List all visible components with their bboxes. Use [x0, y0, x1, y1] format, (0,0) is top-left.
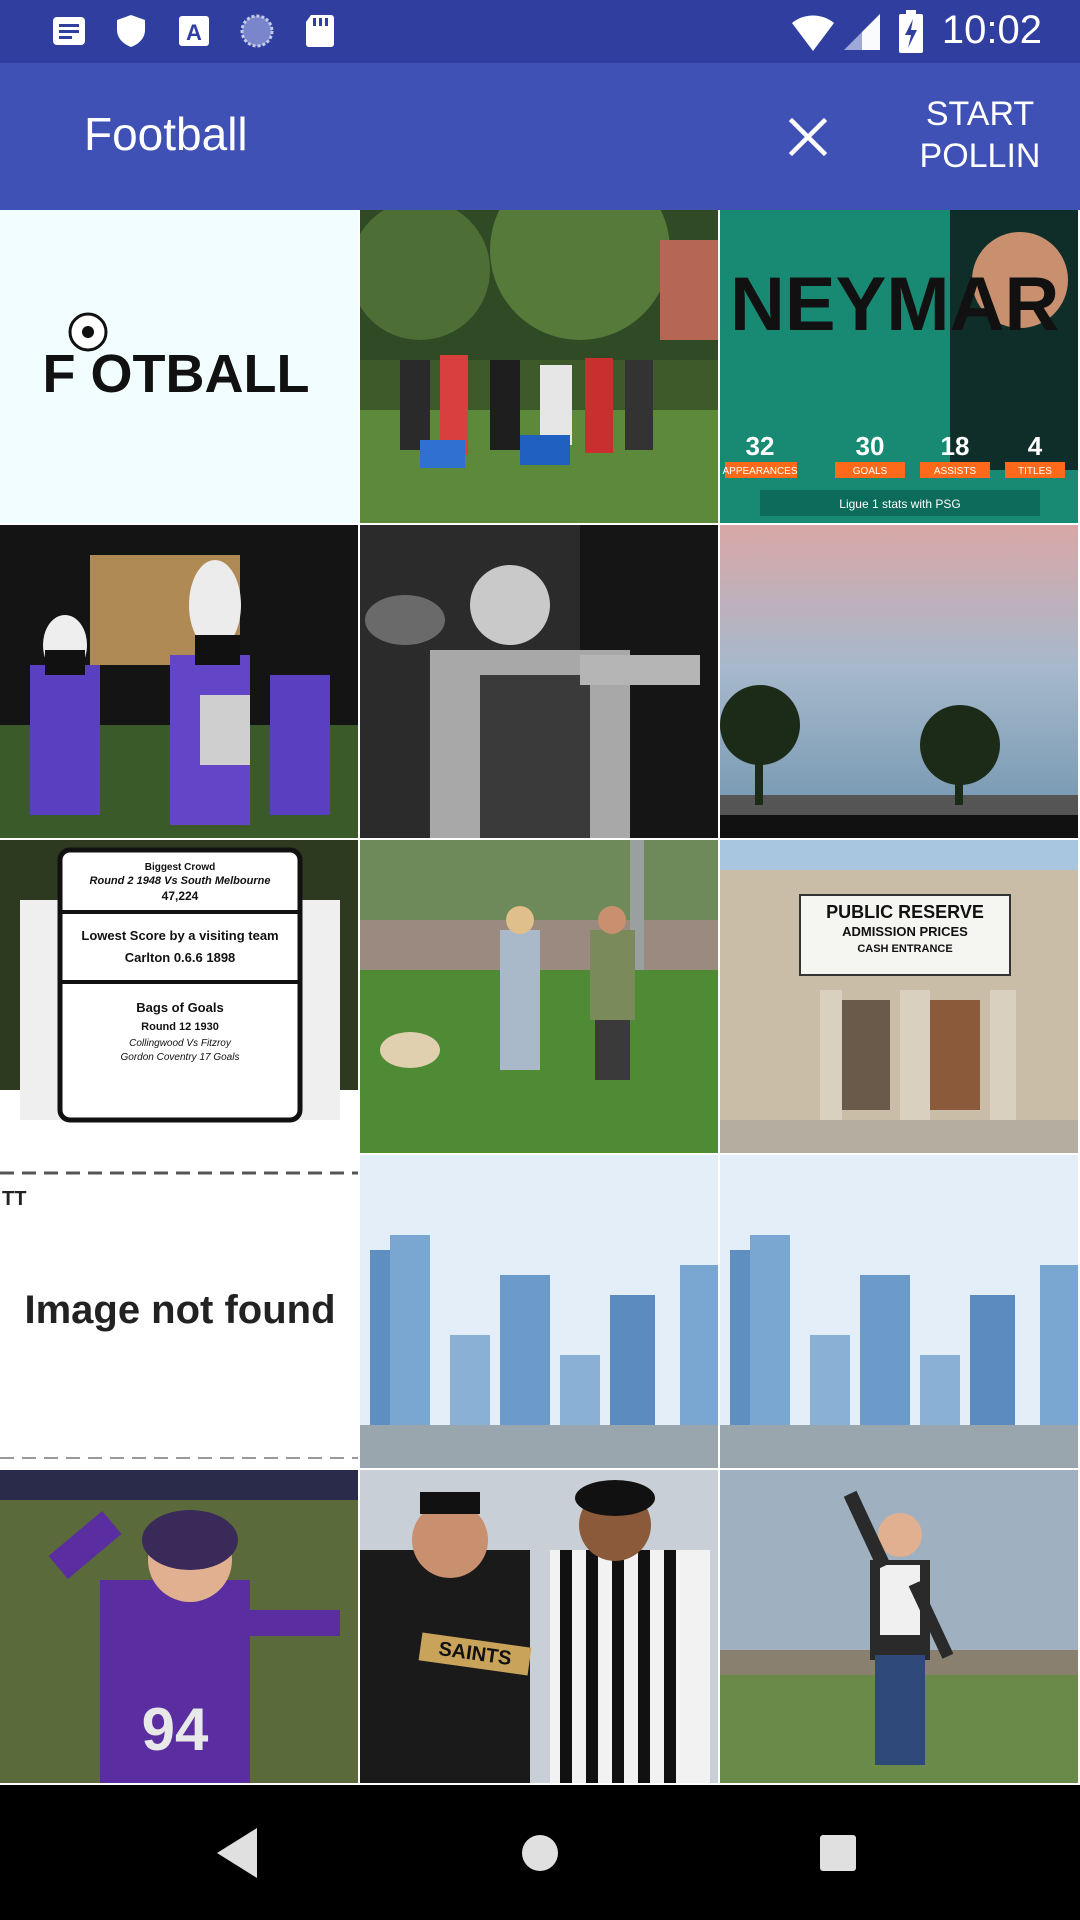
- battery-charging-icon: [899, 10, 923, 53]
- stat-value: 30: [856, 431, 885, 461]
- plaque-line: Biggest Crowd: [145, 862, 216, 873]
- plaque-line: Round 12 1930: [141, 1021, 219, 1033]
- image-tile-neymar-stats[interactable]: NEYMAR 32 30 18 4 APPEARANCES GOALS ASSI…: [720, 210, 1078, 523]
- app-bar: Football START POLLIN: [0, 63, 1080, 210]
- plaque-line: 47,224: [162, 889, 199, 903]
- recents-icon[interactable]: [805, 1820, 871, 1886]
- font-icon: A: [179, 16, 209, 46]
- image-tile-public-reserve-gate[interactable]: PUBLIC RESERVE ADMISSION PRICES CASH ENT…: [720, 840, 1078, 1153]
- plaque-line: Lowest Score by a visiting team: [81, 928, 278, 943]
- svg-text:A: A: [186, 20, 202, 45]
- image-tile-woman-throwing[interactable]: [720, 1470, 1078, 1783]
- neymar-caption: Ligue 1 stats with PSG: [839, 497, 960, 511]
- close-icon: [788, 117, 828, 157]
- placeholder-corner-text: TT: [2, 1188, 26, 1210]
- stat-label: GOALS: [853, 466, 888, 477]
- image-tile-couple-dog-park[interactable]: [360, 840, 718, 1153]
- start-polling-button[interactable]: START POLLIN: [919, 95, 1041, 175]
- image-tile-man-throwing-ball[interactable]: [360, 525, 718, 838]
- plaque-line: Carlton 0.6.6 1898: [125, 950, 236, 965]
- football-logo-text: F OTBALL: [43, 344, 310, 404]
- plaque-line: Gordon Coventry 17 Goals: [121, 1052, 240, 1063]
- sign-subtitle: CASH ENTRANCE: [857, 943, 952, 955]
- home-icon[interactable]: [507, 1820, 573, 1886]
- image-grid: F OTBALL NEYMAR 32: [0, 210, 1080, 1785]
- image-tile-skyscrapers-2[interactable]: [720, 1155, 1078, 1468]
- image-not-found-text: Image not found: [24, 1288, 335, 1332]
- neymar-headline: NEYMAR: [730, 262, 1059, 347]
- sd-card-icon: [306, 15, 334, 47]
- image-tile-saints-coach-referee[interactable]: SAINTS: [360, 1470, 718, 1783]
- image-tile-image-not-found[interactable]: TT Image not found: [0, 1155, 358, 1468]
- shield-icon: [117, 15, 145, 47]
- image-tile-palm-sky[interactable]: [720, 525, 1078, 838]
- sign-subtitle: ADMISSION PRICES: [842, 924, 968, 939]
- stat-value: 32: [746, 431, 775, 461]
- image-tile-football-logo[interactable]: F OTBALL: [0, 210, 358, 523]
- navigation-bar: [0, 1785, 1080, 1920]
- stat-value: 18: [941, 431, 970, 461]
- image-tile-marching-band[interactable]: [0, 525, 358, 838]
- wifi-icon: [792, 15, 834, 51]
- stat-label: APPEARANCES: [722, 466, 797, 477]
- image-tile-record-plaque[interactable]: Biggest Crowd Round 2 1948 Vs South Melb…: [0, 840, 358, 1153]
- image-tile-tailgate-crowd[interactable]: [360, 210, 718, 523]
- stat-label: TITLES: [1018, 466, 1052, 477]
- close-button[interactable]: [778, 107, 838, 167]
- plaque-line: Bags of Goals: [136, 1000, 223, 1015]
- page-title: Football: [84, 108, 248, 160]
- image-tile-skyscrapers-1[interactable]: [360, 1155, 718, 1468]
- jersey-number: 94: [142, 1696, 209, 1763]
- sign-title: PUBLIC RESERVE: [826, 902, 984, 922]
- plaque-line: Collingwood Vs Fitzroy: [129, 1038, 232, 1049]
- image-tile-cheering-fan[interactable]: 94: [0, 1470, 358, 1783]
- plaque-line: Round 2 1948 Vs South Melbourne: [90, 875, 271, 887]
- back-icon[interactable]: [207, 1820, 273, 1886]
- status-bar: A 10:02: [0, 0, 1080, 63]
- clock-time: 10:02: [941, 8, 1042, 52]
- stat-label: ASSISTS: [934, 466, 977, 477]
- stat-value: 4: [1028, 431, 1043, 461]
- notes-icon: [53, 17, 85, 45]
- sync-icon: [240, 14, 274, 48]
- signal-icon: [844, 14, 880, 50]
